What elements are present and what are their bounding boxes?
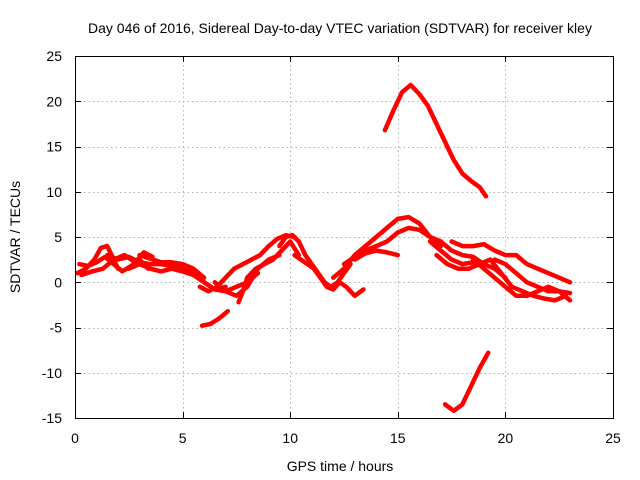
series-track-21 xyxy=(492,257,573,296)
x-tick-label: 15 xyxy=(390,430,406,446)
x-axis-title: GPS time / hours xyxy=(287,458,394,474)
y-tick-label: -10 xyxy=(42,365,62,381)
axis-ticks xyxy=(75,56,614,419)
x-tick-label: 10 xyxy=(282,430,298,446)
series-track-14 xyxy=(341,225,487,267)
x-tick-label: 20 xyxy=(498,430,514,446)
series-track-18 xyxy=(434,252,568,303)
series-group xyxy=(74,82,573,414)
chart-title: Day 046 of 2016, Sidereal Day-to-day VTE… xyxy=(88,20,592,36)
series-track-12 xyxy=(292,252,366,299)
y-tick-label: 15 xyxy=(46,139,62,155)
y-tick-label: 25 xyxy=(46,48,62,64)
y-tick-label: -15 xyxy=(42,410,62,426)
x-tick-label: 0 xyxy=(71,430,79,446)
series-track-19 xyxy=(449,239,573,285)
y-tick-label: 10 xyxy=(46,184,62,200)
series-track-22 xyxy=(442,350,491,414)
series-track-6 xyxy=(137,252,207,280)
series-track-9 xyxy=(236,239,302,305)
series-track-7 xyxy=(197,232,297,294)
series-track-15 xyxy=(352,248,401,262)
x-tick-label: 25 xyxy=(605,430,621,446)
x-tick-label: 5 xyxy=(179,430,187,446)
y-axis-title: SDTVAR / TECUs xyxy=(7,181,23,293)
series-track-5 xyxy=(126,261,261,294)
series-track-17 xyxy=(427,239,508,280)
y-tick-label: 20 xyxy=(46,93,62,109)
tick-labels: 0 5 10 15 20 25 -15 -10 -5 0 5 10 15 20 25 xyxy=(42,48,621,446)
series-track-16 xyxy=(382,82,489,199)
y-tick-label: 5 xyxy=(54,229,62,245)
y-tick-label: 0 xyxy=(54,274,62,290)
series-track-10 xyxy=(199,308,231,328)
y-tick-label: -5 xyxy=(50,320,63,336)
